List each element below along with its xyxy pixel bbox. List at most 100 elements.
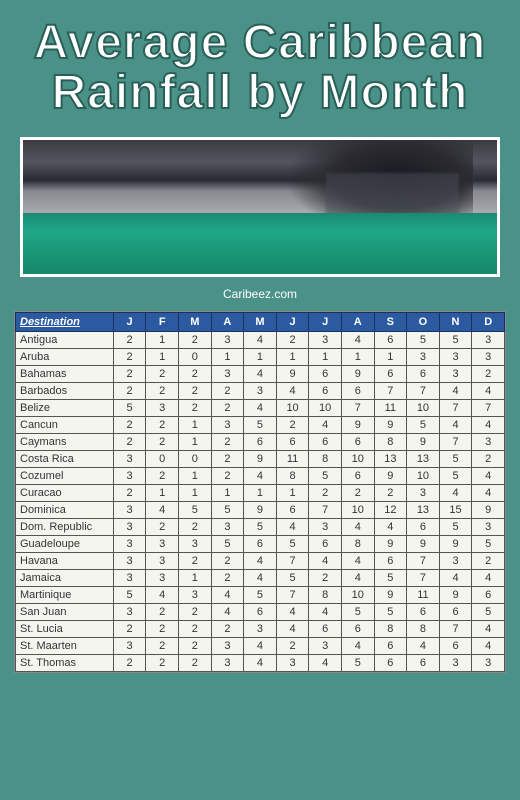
value-cell: 3 bbox=[178, 535, 211, 552]
value-cell: 9 bbox=[276, 365, 309, 382]
value-cell: 4 bbox=[341, 518, 374, 535]
value-cell: 3 bbox=[439, 552, 472, 569]
value-cell: 4 bbox=[439, 569, 472, 586]
value-cell: 3 bbox=[113, 569, 146, 586]
value-cell: 13 bbox=[407, 501, 440, 518]
table-row: St. Maarten322342346464 bbox=[16, 637, 505, 654]
value-cell: 2 bbox=[146, 382, 179, 399]
value-cell: 5 bbox=[439, 450, 472, 467]
value-cell: 2 bbox=[276, 637, 309, 654]
table-row: St. Thomas222343456633 bbox=[16, 654, 505, 671]
value-cell: 2 bbox=[211, 552, 244, 569]
value-cell: 2 bbox=[211, 450, 244, 467]
value-cell: 1 bbox=[244, 484, 277, 501]
value-cell: 5 bbox=[439, 518, 472, 535]
value-cell: 2 bbox=[211, 399, 244, 416]
value-cell: 3 bbox=[407, 348, 440, 365]
value-cell: 2 bbox=[178, 654, 211, 671]
value-cell: 4 bbox=[472, 382, 505, 399]
destination-cell: Dominica bbox=[16, 501, 114, 518]
value-cell: 2 bbox=[309, 569, 342, 586]
value-cell: 5 bbox=[374, 569, 407, 586]
value-cell: 3 bbox=[244, 620, 277, 637]
value-cell: 2 bbox=[146, 467, 179, 484]
value-cell: 2 bbox=[113, 365, 146, 382]
value-cell: 3 bbox=[439, 654, 472, 671]
value-cell: 7 bbox=[439, 433, 472, 450]
value-cell: 4 bbox=[276, 382, 309, 399]
value-cell: 3 bbox=[113, 450, 146, 467]
table-row: Guadeloupe333565689995 bbox=[16, 535, 505, 552]
value-cell: 3 bbox=[113, 467, 146, 484]
destination-cell: San Juan bbox=[16, 603, 114, 620]
value-cell: 3 bbox=[146, 535, 179, 552]
value-cell: 1 bbox=[276, 484, 309, 501]
value-cell: 3 bbox=[211, 416, 244, 433]
value-cell: 2 bbox=[146, 603, 179, 620]
value-cell: 6 bbox=[309, 433, 342, 450]
value-cell: 0 bbox=[146, 450, 179, 467]
value-cell: 7 bbox=[407, 552, 440, 569]
value-cell: 4 bbox=[244, 399, 277, 416]
value-cell: 1 bbox=[178, 484, 211, 501]
value-cell: 2 bbox=[309, 484, 342, 501]
value-cell: 4 bbox=[472, 416, 505, 433]
value-cell: 4 bbox=[276, 620, 309, 637]
value-cell: 6 bbox=[244, 603, 277, 620]
value-cell: 4 bbox=[244, 331, 277, 348]
value-cell: 3 bbox=[146, 569, 179, 586]
value-cell: 3 bbox=[211, 654, 244, 671]
value-cell: 1 bbox=[211, 348, 244, 365]
value-cell: 1 bbox=[374, 348, 407, 365]
value-cell: 2 bbox=[211, 467, 244, 484]
value-cell: 7 bbox=[472, 399, 505, 416]
value-cell: 2 bbox=[113, 348, 146, 365]
value-cell: 4 bbox=[407, 637, 440, 654]
value-cell: 3 bbox=[439, 365, 472, 382]
value-cell: 2 bbox=[113, 433, 146, 450]
value-cell: 6 bbox=[439, 637, 472, 654]
value-cell: 9 bbox=[374, 586, 407, 603]
value-cell: 8 bbox=[276, 467, 309, 484]
value-cell: 4 bbox=[244, 552, 277, 569]
value-cell: 4 bbox=[341, 569, 374, 586]
table-row: Jamaica331245245744 bbox=[16, 569, 505, 586]
table-row: Cozumel3212485691054 bbox=[16, 467, 505, 484]
value-cell: 3 bbox=[113, 535, 146, 552]
destination-cell: Jamaica bbox=[16, 569, 114, 586]
value-cell: 2 bbox=[146, 637, 179, 654]
value-cell: 2 bbox=[113, 331, 146, 348]
value-cell: 6 bbox=[341, 382, 374, 399]
value-cell: 5 bbox=[276, 569, 309, 586]
value-cell: 6 bbox=[244, 433, 277, 450]
value-cell: 1 bbox=[178, 467, 211, 484]
value-cell: 2 bbox=[178, 399, 211, 416]
value-cell: 6 bbox=[341, 467, 374, 484]
value-cell: 5 bbox=[244, 416, 277, 433]
value-cell: 10 bbox=[407, 467, 440, 484]
table-row: Bahamas222349696632 bbox=[16, 365, 505, 382]
value-cell: 4 bbox=[439, 382, 472, 399]
value-cell: 3 bbox=[472, 518, 505, 535]
value-cell: 6 bbox=[244, 535, 277, 552]
value-cell: 6 bbox=[309, 535, 342, 552]
value-cell: 3 bbox=[309, 637, 342, 654]
destination-cell: Dom. Republic bbox=[16, 518, 114, 535]
destination-cell: Caymans bbox=[16, 433, 114, 450]
table-row: Caymans221266668973 bbox=[16, 433, 505, 450]
value-cell: 4 bbox=[309, 552, 342, 569]
value-cell: 3 bbox=[211, 331, 244, 348]
destination-cell: Belize bbox=[16, 399, 114, 416]
header-month: N bbox=[439, 312, 472, 331]
value-cell: 2 bbox=[178, 552, 211, 569]
header-month: M bbox=[244, 312, 277, 331]
value-cell: 9 bbox=[374, 416, 407, 433]
header-month: O bbox=[407, 312, 440, 331]
value-cell: 1 bbox=[276, 348, 309, 365]
value-cell: 1 bbox=[178, 416, 211, 433]
value-cell: 1 bbox=[309, 348, 342, 365]
value-cell: 6 bbox=[407, 365, 440, 382]
value-cell: 10 bbox=[341, 586, 374, 603]
header-month: A bbox=[211, 312, 244, 331]
value-cell: 6 bbox=[374, 637, 407, 654]
